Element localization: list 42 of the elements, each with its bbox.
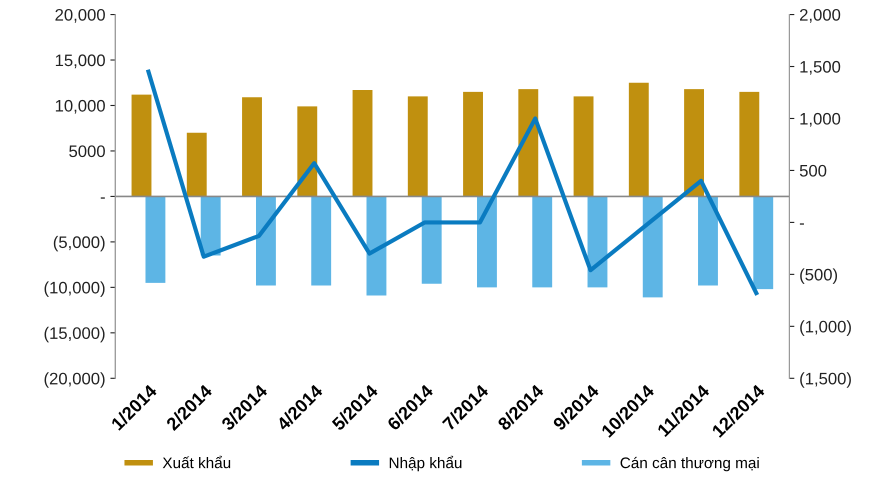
bar	[739, 92, 760, 196]
bar	[132, 94, 152, 196]
y2-tick-label: 500	[800, 164, 826, 177]
y-tick-label: -	[100, 197, 105, 199]
y-tick-label: 20,000	[55, 8, 105, 23]
bar	[753, 196, 774, 290]
bar	[242, 97, 262, 196]
bar	[698, 196, 718, 286]
y-tick-label: 5000	[69, 145, 105, 158]
bar	[532, 196, 552, 288]
bar	[628, 82, 649, 196]
y-tick-label: (10,000)	[44, 281, 105, 297]
bar	[588, 196, 608, 288]
y2-tick-label: (500)	[800, 268, 838, 284]
line-series	[146, 70, 758, 296]
y-tick-label: 15,000	[56, 54, 105, 68]
bar	[256, 196, 276, 286]
y-tick-label: (20,000)	[44, 372, 105, 388]
legend-label: Nhập khẩu	[390, 456, 462, 472]
y2-tick-label: -	[800, 223, 804, 225]
bar	[684, 89, 704, 196]
y2-tick-label: (1,000)	[800, 320, 851, 336]
y-tick-label: (5,000)	[54, 236, 105, 252]
legend-label: Xuất khẩu	[162, 456, 230, 468]
y-tick-label: 10,000	[56, 100, 105, 114]
bar	[186, 132, 207, 196]
y2-tick-label: (1,500)	[800, 372, 851, 388]
bar	[352, 90, 372, 196]
y-tick-label: (15,000)	[44, 326, 105, 342]
y2-tick-label: 1,500	[800, 60, 840, 75]
bar	[408, 96, 428, 196]
legend-label: Cán cân thương mại	[620, 456, 759, 472]
bar	[574, 96, 594, 196]
bar	[477, 196, 497, 288]
bar	[422, 196, 442, 284]
bar	[642, 196, 663, 298]
y2-tick-label: 1,000	[800, 112, 840, 127]
bar	[366, 196, 386, 296]
bar	[463, 92, 483, 196]
y2-tick-label: 2,000	[800, 8, 840, 23]
bar	[311, 196, 332, 286]
bar	[145, 196, 166, 283]
